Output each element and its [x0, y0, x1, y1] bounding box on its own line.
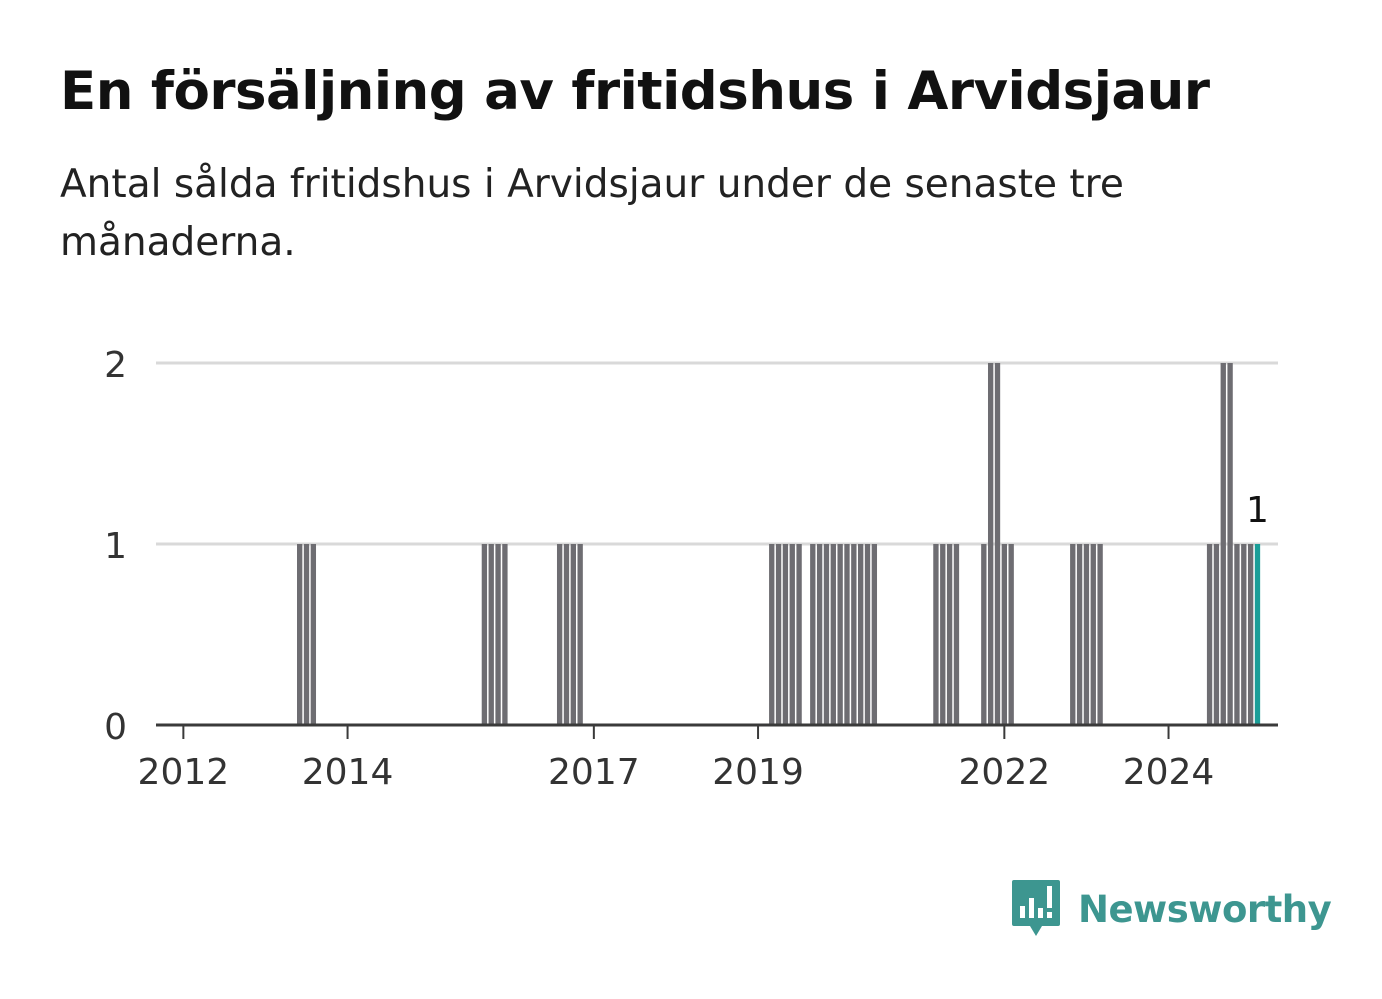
y-tick-label: 2 — [104, 345, 127, 386]
brand-name: Newsworthy — [1078, 887, 1332, 931]
bar — [1234, 544, 1240, 725]
bar — [303, 544, 310, 725]
bar — [563, 544, 570, 725]
bar — [830, 544, 836, 725]
bar — [823, 544, 830, 725]
bar — [789, 544, 795, 725]
bar — [775, 544, 782, 725]
bar — [1008, 544, 1014, 725]
bar — [1001, 544, 1008, 725]
bar — [488, 544, 494, 725]
data-label: 1 — [1246, 490, 1269, 531]
bar — [1227, 363, 1233, 725]
bar — [297, 544, 303, 725]
x-tick-label: 2024 — [1123, 752, 1215, 793]
bar — [981, 544, 987, 725]
bar — [987, 363, 994, 725]
bar — [871, 544, 878, 725]
bar — [495, 544, 501, 725]
bar — [1206, 544, 1213, 725]
bar — [1070, 544, 1076, 725]
bar — [577, 544, 583, 725]
bar — [1090, 544, 1096, 725]
bar — [816, 544, 823, 725]
x-tick-label: 2022 — [959, 752, 1051, 793]
bar — [570, 544, 576, 725]
bar — [502, 544, 508, 725]
bar — [1241, 544, 1247, 725]
bar — [946, 544, 953, 725]
bar — [940, 544, 946, 725]
bar — [933, 544, 939, 725]
bar — [994, 363, 1001, 725]
bar — [796, 544, 802, 725]
y-tick-label: 1 — [104, 526, 127, 567]
newsworthy-logo-icon — [1012, 880, 1060, 936]
x-tick-label: 2012 — [138, 752, 230, 793]
bar — [1220, 363, 1226, 725]
bar — [310, 544, 317, 725]
bar — [810, 544, 816, 725]
bar — [481, 544, 488, 725]
bar — [858, 544, 864, 725]
bar — [1076, 544, 1083, 725]
chart-subtitle: Antal sålda fritidshus i Arvidsjaur unde… — [60, 162, 1124, 265]
highlight-bar — [1254, 544, 1261, 725]
y-tick-label: 0 — [104, 707, 127, 748]
bar — [1213, 544, 1220, 725]
bar — [782, 544, 789, 725]
bar — [953, 544, 960, 725]
chart-title: En försäljning av fritidshus i Arvidsjau… — [60, 61, 1210, 122]
x-tick-label: 2017 — [548, 752, 640, 793]
bar — [837, 544, 843, 725]
bar — [1097, 544, 1103, 725]
x-tick-label: 2014 — [302, 752, 394, 793]
bar — [864, 544, 871, 725]
bar — [556, 544, 563, 725]
bar — [844, 544, 850, 725]
bar — [769, 544, 775, 725]
x-tick-label: 2019 — [712, 752, 804, 793]
bar — [851, 544, 857, 725]
bar-chart: 0 1 2 2012 2014 2017 2019 2022 2024 1 — [104, 345, 1278, 793]
bar — [1247, 544, 1254, 725]
bar — [1083, 544, 1090, 725]
brand-logo[interactable]: Newsworthy — [1010, 878, 1332, 940]
